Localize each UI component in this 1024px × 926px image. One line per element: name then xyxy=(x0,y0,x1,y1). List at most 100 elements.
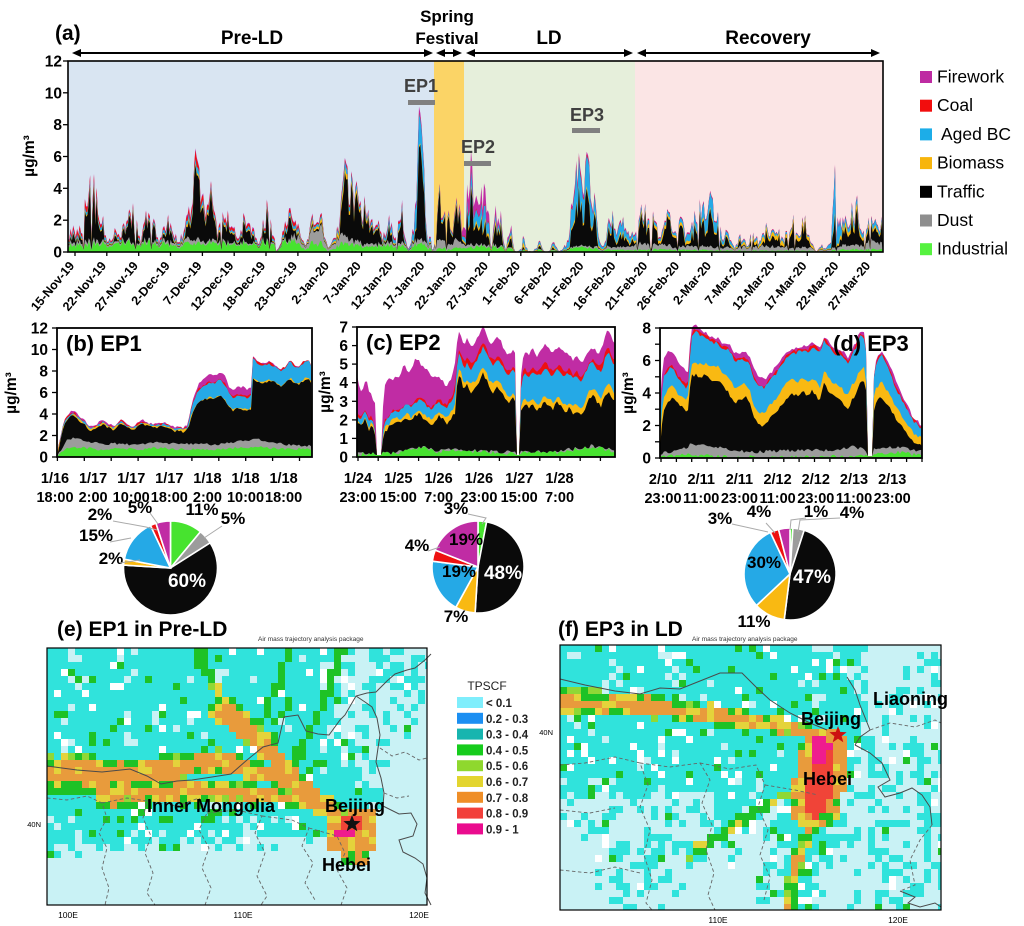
svg-text:0: 0 xyxy=(39,450,48,467)
svg-text:TPSCF: TPSCF xyxy=(467,679,506,693)
svg-text:3: 3 xyxy=(339,394,348,411)
svg-text:4: 4 xyxy=(642,386,651,403)
svg-text:1/26: 1/26 xyxy=(465,471,493,487)
svg-text:0.7 - 0.8: 0.7 - 0.8 xyxy=(486,793,529,805)
svg-text:2/11: 2/11 xyxy=(687,472,714,488)
svg-text:2: 2 xyxy=(339,412,348,429)
svg-text:0.6 - 0.7: 0.6 - 0.7 xyxy=(486,777,528,789)
svg-text:18:00: 18:00 xyxy=(151,490,188,506)
svg-text:EP3: EP3 xyxy=(570,105,604,125)
svg-text:Beijing: Beijing xyxy=(801,709,861,729)
svg-text:3%: 3% xyxy=(708,509,733,528)
svg-text:(a): (a) xyxy=(55,22,81,45)
svg-text:2/12: 2/12 xyxy=(802,472,830,488)
svg-text:(b) EP1: (b) EP1 xyxy=(66,331,142,356)
svg-text:11:00: 11:00 xyxy=(836,491,872,507)
svg-text:6: 6 xyxy=(53,149,62,166)
svg-text:Biomass: Biomass xyxy=(937,153,1004,173)
svg-text:µg/m³: µg/m³ xyxy=(21,135,38,177)
svg-text:Liaoning: Liaoning xyxy=(873,689,948,709)
svg-text:1/24: 1/24 xyxy=(344,471,372,487)
svg-text:110E: 110E xyxy=(708,915,728,925)
svg-text:Recovery: Recovery xyxy=(725,28,811,49)
svg-text:2/13: 2/13 xyxy=(840,472,868,488)
svg-text:2: 2 xyxy=(642,418,651,435)
svg-text:0.8 - 0.9: 0.8 - 0.9 xyxy=(486,809,528,821)
svg-text:Hebei: Hebei xyxy=(803,769,852,789)
svg-text:18:00: 18:00 xyxy=(36,490,73,506)
svg-text:18:00: 18:00 xyxy=(265,490,302,506)
svg-text:0.2 - 0.3: 0.2 - 0.3 xyxy=(486,714,528,726)
svg-text:1/18: 1/18 xyxy=(231,471,259,487)
svg-text:< 0.1: < 0.1 xyxy=(486,698,513,710)
svg-text:2: 2 xyxy=(53,213,62,230)
svg-text:120E: 120E xyxy=(409,910,429,920)
svg-text:EP1: EP1 xyxy=(404,76,438,96)
svg-text:0.5 - 0.6: 0.5 - 0.6 xyxy=(486,761,528,773)
svg-text:Aged BC: Aged BC xyxy=(941,124,1011,144)
svg-text:Inner Mongolia: Inner Mongolia xyxy=(147,796,276,816)
svg-text:4: 4 xyxy=(339,375,348,392)
svg-text:5: 5 xyxy=(339,357,348,374)
svg-text:1/27: 1/27 xyxy=(505,471,533,487)
svg-text:23:00: 23:00 xyxy=(721,491,758,507)
svg-text:2:00: 2:00 xyxy=(79,490,108,506)
svg-text:15%: 15% xyxy=(79,526,113,545)
svg-text:1/17: 1/17 xyxy=(117,471,145,487)
svg-text:1/18: 1/18 xyxy=(269,471,297,487)
svg-text:µg/m³: µg/m³ xyxy=(317,371,334,413)
svg-text:48%: 48% xyxy=(484,563,522,584)
svg-text:1%: 1% xyxy=(804,502,829,521)
svg-text:2/12: 2/12 xyxy=(763,472,791,488)
svg-text:2: 2 xyxy=(39,428,48,445)
svg-text:(e) EP1 in Pre-LD: (e) EP1 in Pre-LD xyxy=(57,618,227,641)
svg-text:40N: 40N xyxy=(27,820,41,829)
svg-text:5%: 5% xyxy=(221,509,246,528)
svg-text:60%: 60% xyxy=(168,571,206,592)
svg-text:23:00: 23:00 xyxy=(460,490,497,506)
svg-text:10: 10 xyxy=(31,342,48,359)
svg-text:4%: 4% xyxy=(747,502,772,521)
svg-text:2/11: 2/11 xyxy=(726,472,753,488)
svg-text:8: 8 xyxy=(642,321,651,338)
svg-text:30%: 30% xyxy=(747,553,781,572)
svg-text:15:00: 15:00 xyxy=(501,490,538,506)
svg-text:110E: 110E xyxy=(233,910,253,920)
svg-text:0: 0 xyxy=(642,451,651,468)
svg-text:12: 12 xyxy=(31,321,48,338)
svg-text:19%: 19% xyxy=(449,530,483,549)
svg-text:Beijing: Beijing xyxy=(325,796,385,816)
svg-text:1/25: 1/25 xyxy=(384,471,412,487)
svg-text:2%: 2% xyxy=(88,505,113,524)
svg-text:Traffic: Traffic xyxy=(937,181,985,201)
svg-text:6: 6 xyxy=(642,353,651,370)
svg-text:0: 0 xyxy=(53,245,62,262)
svg-text:1/26: 1/26 xyxy=(424,471,452,487)
svg-text:12: 12 xyxy=(45,54,62,71)
svg-text:1/17: 1/17 xyxy=(155,471,183,487)
svg-text:Firework: Firework xyxy=(937,67,1004,87)
svg-text:10: 10 xyxy=(45,85,62,102)
svg-text:0.4 - 0.5: 0.4 - 0.5 xyxy=(486,745,529,757)
svg-text:2%: 2% xyxy=(99,549,124,568)
svg-text:10:00: 10:00 xyxy=(113,490,150,506)
svg-text:µg/m³: µg/m³ xyxy=(620,372,637,414)
svg-text:4: 4 xyxy=(53,181,62,198)
svg-text:2/10: 2/10 xyxy=(649,472,677,488)
svg-text:Air mass trajectory analysis p: Air mass trajectory analysis package xyxy=(258,636,364,643)
svg-text:7:00: 7:00 xyxy=(545,490,574,506)
svg-text:4: 4 xyxy=(39,407,48,424)
svg-text:Hebei: Hebei xyxy=(322,855,371,875)
svg-text:10:00: 10:00 xyxy=(227,490,264,506)
svg-text:47%: 47% xyxy=(793,567,831,588)
svg-text:2/13: 2/13 xyxy=(878,472,906,488)
svg-text:(c) EP2: (c) EP2 xyxy=(366,330,441,355)
svg-text:3%: 3% xyxy=(444,499,469,518)
svg-text:5%: 5% xyxy=(128,498,153,517)
svg-text:40N: 40N xyxy=(539,728,553,737)
svg-text:6: 6 xyxy=(39,385,48,402)
svg-text:1/16: 1/16 xyxy=(41,471,69,487)
svg-text:8: 8 xyxy=(53,117,62,134)
svg-text:1: 1 xyxy=(339,431,348,448)
svg-text:0.9 - 1: 0.9 - 1 xyxy=(486,824,519,836)
